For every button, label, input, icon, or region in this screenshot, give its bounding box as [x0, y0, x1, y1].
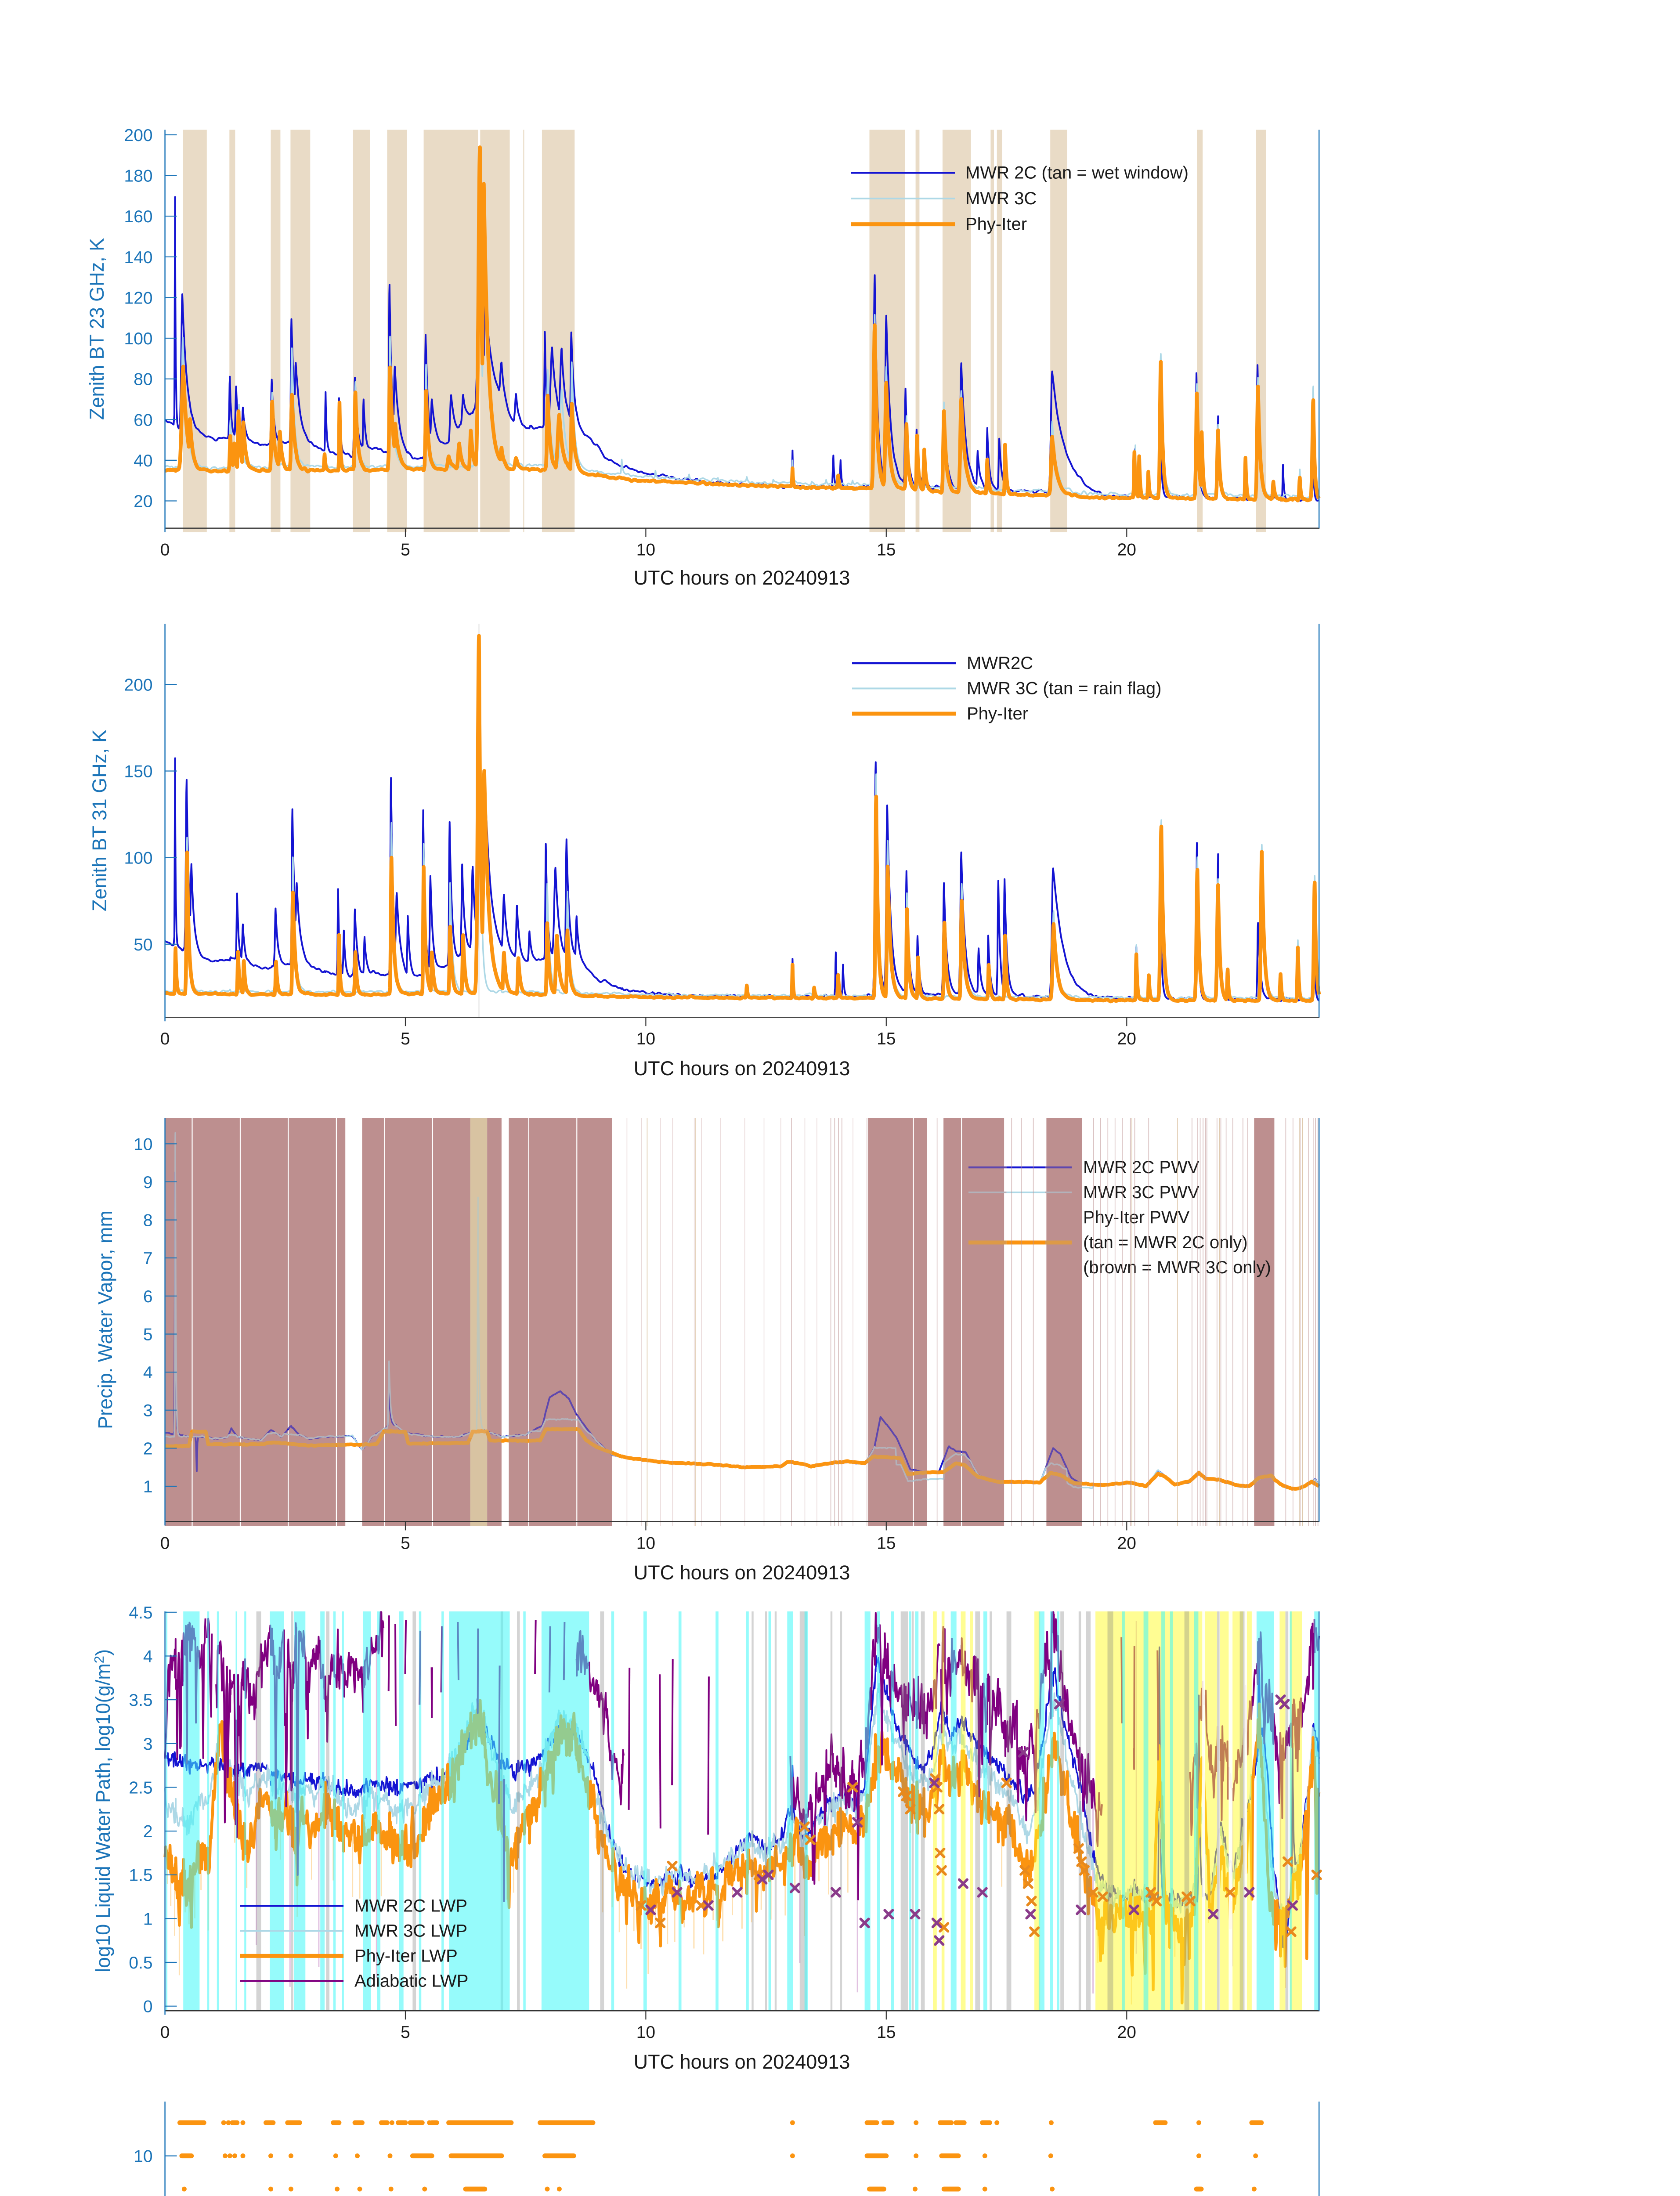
- svg-text:5: 5: [401, 2023, 410, 2042]
- svg-text:(tan = MWR 2C only): (tan = MWR 2C only): [1083, 1233, 1248, 1252]
- svg-text:50: 50: [134, 935, 152, 954]
- svg-text:Phy-Iter: Phy-Iter: [967, 704, 1028, 723]
- svg-text:MWR 2C PWV: MWR 2C PWV: [1083, 1158, 1199, 1177]
- svg-text:150: 150: [124, 762, 153, 781]
- svg-text:15: 15: [877, 2023, 896, 2042]
- svg-text:10: 10: [134, 2147, 152, 2166]
- svg-text:160: 160: [124, 207, 153, 226]
- svg-text:MWR 3C (tan = rain flag): MWR 3C (tan = rain flag): [967, 679, 1161, 698]
- svg-text:MWR 2C LWP: MWR 2C LWP: [354, 1896, 467, 1915]
- svg-text:5: 5: [143, 1326, 153, 1344]
- svg-text:3: 3: [143, 1401, 153, 1420]
- svg-text:0: 0: [160, 541, 170, 560]
- svg-text:5: 5: [401, 541, 410, 560]
- svg-text:0: 0: [160, 1029, 170, 1048]
- svg-text:2: 2: [143, 1439, 153, 1458]
- svg-text:1.5: 1.5: [129, 1866, 152, 1885]
- svg-text:Phy-Iter LWP: Phy-Iter LWP: [354, 1946, 458, 1965]
- svg-text:2.5: 2.5: [129, 1778, 152, 1797]
- svg-text:MWR 2C (tan = wet window): MWR 2C (tan = wet window): [965, 163, 1189, 182]
- svg-text:6: 6: [143, 1287, 153, 1306]
- svg-text:MWR 3C: MWR 3C: [965, 189, 1037, 208]
- svg-text:9: 9: [143, 1173, 153, 1192]
- svg-text:8: 8: [143, 1211, 153, 1230]
- svg-text:180: 180: [124, 167, 153, 186]
- svg-text:Zenith BT 23 GHz, K: Zenith BT 23 GHz, K: [86, 238, 108, 420]
- svg-text:20: 20: [1117, 541, 1136, 560]
- svg-text:UTC hours on 20240913: UTC hours on 20240913: [634, 2051, 850, 2073]
- svg-text:15: 15: [877, 541, 896, 560]
- svg-text:10: 10: [134, 1135, 152, 1154]
- svg-text:5: 5: [401, 1029, 410, 1048]
- svg-text:120: 120: [124, 289, 153, 307]
- svg-text:Adiabatic LWP: Adiabatic LWP: [354, 1971, 468, 1990]
- svg-text:20: 20: [1117, 1029, 1136, 1048]
- svg-text:0: 0: [160, 2023, 170, 2042]
- svg-text:0: 0: [160, 1534, 170, 1553]
- svg-text:1: 1: [143, 1910, 153, 1929]
- svg-text:20: 20: [134, 492, 152, 511]
- svg-text:10: 10: [636, 1029, 655, 1048]
- svg-text:20: 20: [1117, 1534, 1136, 1553]
- svg-text:0.5: 0.5: [129, 1954, 152, 1972]
- svg-text:15: 15: [877, 1534, 896, 1553]
- svg-text:Precip. Water Vapor, mm: Precip. Water Vapor, mm: [94, 1210, 116, 1429]
- svg-text:Phy-Iter PWV: Phy-Iter PWV: [1083, 1208, 1190, 1227]
- svg-text:10: 10: [636, 2023, 655, 2042]
- svg-text:3: 3: [143, 1735, 153, 1754]
- svg-text:UTC hours on 20240913: UTC hours on 20240913: [634, 567, 850, 589]
- svg-text:200: 200: [124, 675, 153, 694]
- svg-text:80: 80: [134, 370, 152, 389]
- svg-text:140: 140: [124, 248, 153, 267]
- svg-text:40: 40: [134, 451, 152, 470]
- svg-text:20: 20: [1117, 2023, 1136, 2042]
- svg-text:60: 60: [134, 411, 152, 430]
- svg-text:MWR 3C PWV: MWR 3C PWV: [1083, 1183, 1199, 1202]
- svg-text:(brown = MWR 3C only): (brown = MWR 3C only): [1083, 1258, 1271, 1277]
- svg-text:Phy-Iter: Phy-Iter: [965, 215, 1027, 234]
- svg-text:log10 Liquid Water Path, log10: log10 Liquid Water Path, log10(g/m2): [91, 1649, 114, 1972]
- svg-text:4.5: 4.5: [129, 1604, 152, 1622]
- svg-text:10: 10: [636, 1534, 655, 1553]
- svg-text:MWR 3C LWP: MWR 3C LWP: [354, 1921, 467, 1940]
- svg-text:10: 10: [636, 541, 655, 560]
- svg-text:4: 4: [143, 1363, 153, 1382]
- svg-text:4: 4: [143, 1647, 153, 1666]
- svg-text:15: 15: [877, 1029, 896, 1048]
- svg-text:MWR2C: MWR2C: [967, 654, 1033, 673]
- svg-text:2: 2: [143, 1822, 153, 1841]
- svg-text:7: 7: [143, 1249, 153, 1268]
- svg-text:UTC hours on 20240913: UTC hours on 20240913: [634, 1561, 850, 1584]
- svg-text:3.5: 3.5: [129, 1691, 152, 1710]
- svg-text:Zenith BT 31 GHz, K: Zenith BT 31 GHz, K: [88, 730, 111, 911]
- svg-text:0: 0: [143, 1997, 153, 2016]
- svg-text:1: 1: [143, 1477, 153, 1496]
- svg-text:100: 100: [124, 329, 153, 348]
- svg-text:UTC hours on 20240913: UTC hours on 20240913: [634, 1057, 850, 1080]
- svg-text:200: 200: [124, 126, 153, 145]
- svg-text:100: 100: [124, 849, 153, 868]
- svg-text:5: 5: [401, 1534, 410, 1553]
